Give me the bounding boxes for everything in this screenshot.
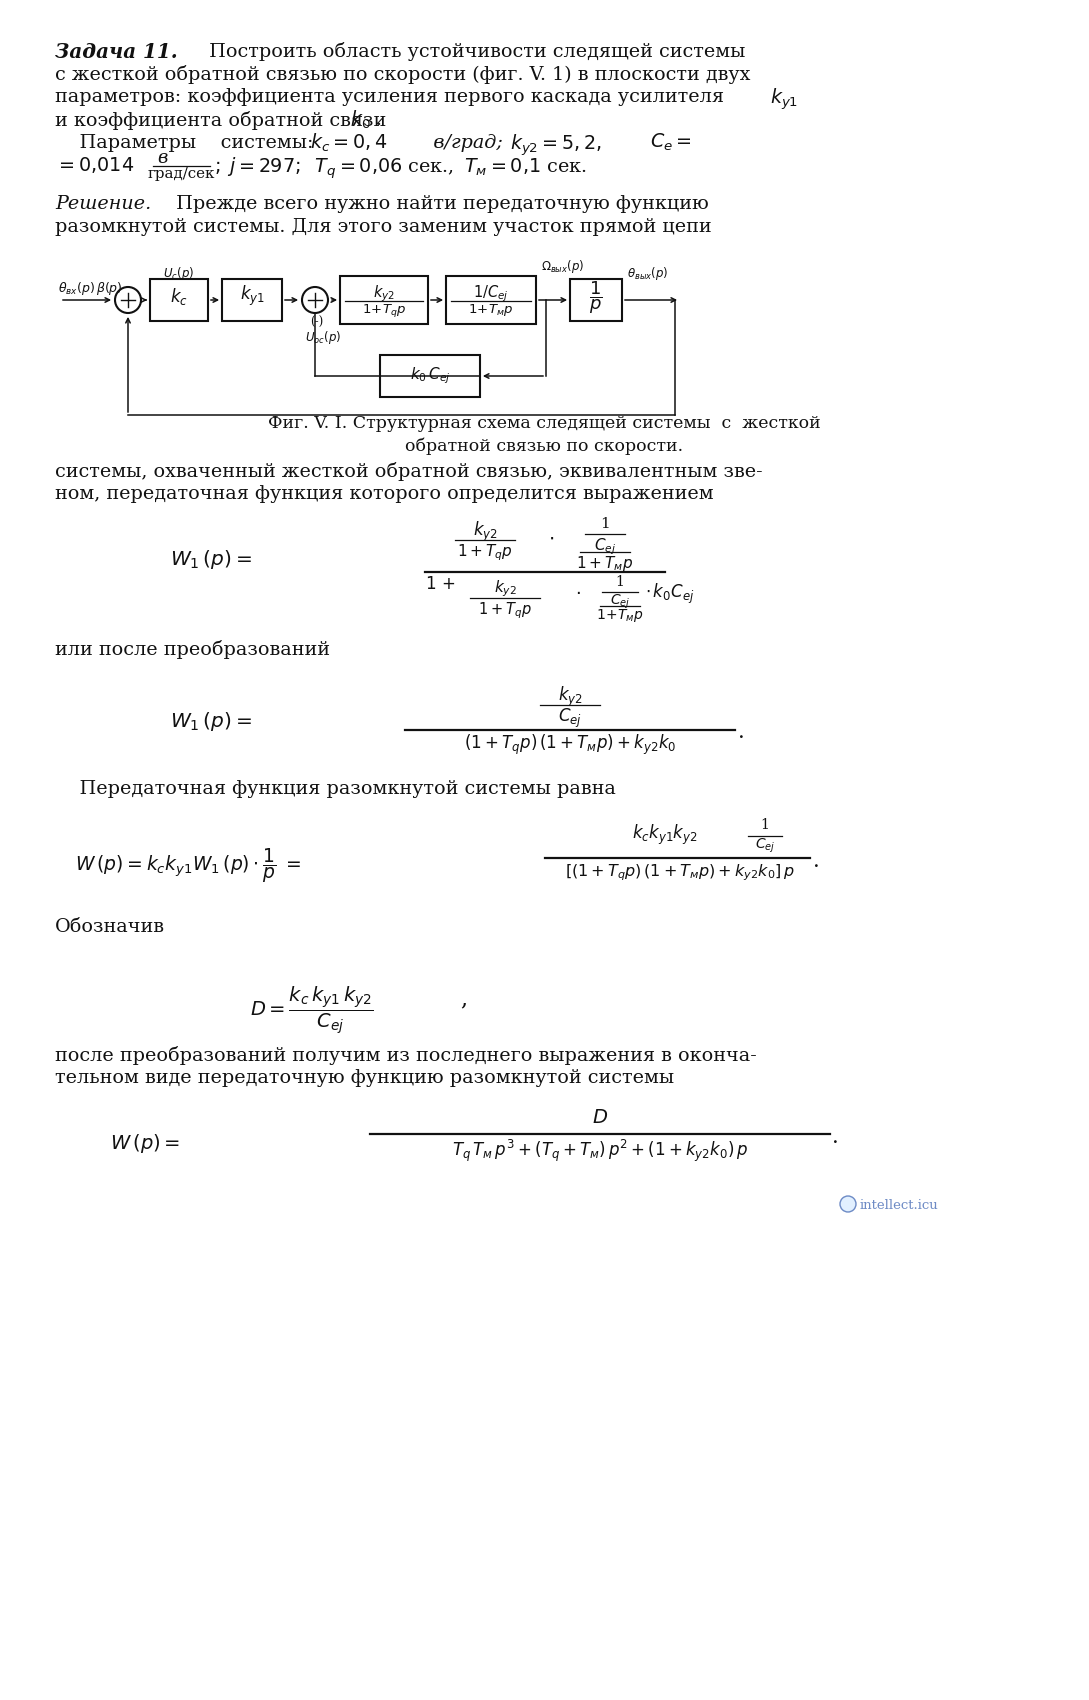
Text: Параметры    системы:: Параметры системы: (56, 134, 314, 151)
Text: $1 + T_q p$: $1 + T_q p$ (457, 542, 513, 563)
Text: $C_{ej}$: $C_{ej}$ (558, 707, 582, 731)
Text: $\theta_{вх}(p)\,\beta(p)$: $\theta_{вх}(p)\,\beta(p)$ (58, 280, 123, 297)
Bar (150, 279, 208, 321)
Text: $k_{y1}$: $k_{y1}$ (240, 284, 265, 308)
Text: $C_e =$: $C_e =$ (650, 133, 692, 153)
Text: $k_c = 0,4$: $k_c = 0,4$ (310, 133, 388, 155)
Text: град/сек: град/сек (148, 167, 216, 180)
Text: тельном виде передаточную функцию разомкнутой системы: тельном виде передаточную функцию разомк… (56, 1069, 674, 1086)
Text: $1 + T_м p$: $1 + T_м p$ (576, 554, 634, 573)
Text: $1\!+\!T_q p$: $1\!+\!T_q p$ (362, 303, 406, 320)
Text: $\Omega_{вых}(p)$: $\Omega_{вых}(p)$ (541, 258, 585, 275)
Text: $k_{y2}$: $k_{y2}$ (493, 578, 516, 598)
Text: $[(1 + T_q p)\,(1 + T_м p) + k_{y2} k_0]\,p$: $[(1 + T_q p)\,(1 + T_м p) + k_{y2} k_0]… (565, 862, 795, 882)
Text: $D = \dfrac{k_c\, k_{y1}\, k_{y2}}{C_{ej}}$: $D = \dfrac{k_c\, k_{y1}\, k_{y2}}{C_{ej… (250, 984, 374, 1035)
Text: в/град;: в/град; (415, 134, 503, 151)
Text: параметров: коэффициента усиления первого каскада усилителя: параметров: коэффициента усиления первог… (56, 88, 724, 105)
Text: $k_{y2}$: $k_{y2}$ (473, 520, 498, 544)
Text: 1: 1 (615, 575, 624, 588)
Text: $W_1\,(p) =$: $W_1\,(p) =$ (170, 711, 252, 733)
Text: .: . (813, 852, 820, 870)
Text: Задача 11.: Задача 11. (56, 42, 178, 61)
Text: $\cdot\, k_0 C_{ej}$: $\cdot\, k_0 C_{ej}$ (645, 581, 695, 607)
Text: $C_{ej}$: $C_{ej}$ (594, 536, 616, 556)
Text: intellect.icu: intellect.icu (860, 1198, 939, 1212)
Text: $1/C_{ej}$: $1/C_{ej}$ (474, 284, 509, 304)
Text: $1\!+\!T_м p$: $1\!+\!T_м p$ (468, 303, 514, 318)
Text: системы, охваченный жесткой обратной связью, эквивалентным зве-: системы, охваченный жесткой обратной свя… (56, 462, 762, 481)
Text: $k_0\,C_{ej}$: $k_0\,C_{ej}$ (409, 366, 451, 386)
Text: и коэффициента обратной связи: и коэффициента обратной связи (56, 110, 387, 129)
Text: $T_q\,T_м\,p^3 + (T_q + T_м)\,p^2 + (1 + k_{y2} k_0)\,p$: $T_q\,T_м\,p^3 + (T_q + T_м)\,p^2 + (1 +… (452, 1137, 748, 1164)
Text: $k_{y1}$: $k_{y1}$ (770, 87, 798, 112)
Circle shape (840, 1197, 856, 1212)
Text: с жесткой обратной связью по скорости (фиг. V. 1) в плоскости двух: с жесткой обратной связью по скорости (ф… (56, 65, 750, 83)
Text: 1: 1 (600, 517, 610, 530)
Text: в: в (157, 150, 168, 167)
Text: $= 0{,}014$: $= 0{,}014$ (56, 155, 134, 175)
Text: $\dfrac{1}{p}$: $\dfrac{1}{p}$ (589, 280, 602, 316)
Text: Фиг. V. I. Структурная схема следящей системы  с  жесткой: Фиг. V. I. Структурная схема следящей си… (268, 415, 820, 432)
Text: $1 + T_q p$: $1 + T_q p$ (478, 600, 531, 620)
Text: $C_{ej}$: $C_{ej}$ (755, 836, 775, 855)
Text: $k_{y2}$: $k_{y2}$ (374, 284, 395, 304)
Text: $k_{y2} = 5,2,$: $k_{y2} = 5,2,$ (510, 133, 602, 158)
Text: .: . (738, 722, 745, 741)
Bar (446, 275, 536, 325)
Text: .: . (832, 1129, 839, 1148)
Text: .: . (375, 110, 381, 129)
Text: $U_c(p)$: $U_c(p)$ (163, 265, 195, 282)
Text: $W\,(p) =$: $W\,(p) =$ (110, 1132, 180, 1154)
Text: $W_1\,(p) =$: $W_1\,(p) =$ (170, 547, 252, 571)
Text: $1\,+$: $1\,+$ (425, 576, 455, 593)
Circle shape (115, 287, 140, 313)
Text: $k_0$: $k_0$ (350, 109, 370, 131)
Text: обратной связью по скорости.: обратной связью по скорости. (405, 437, 683, 454)
Text: Обозначив: Обозначив (56, 918, 166, 937)
Bar (380, 355, 480, 398)
Text: $U_{oc}(p)$: $U_{oc}(p)$ (305, 330, 341, 347)
Text: или после преобразований: или после преобразований (56, 639, 330, 660)
Text: $\cdot$: $\cdot$ (575, 583, 580, 602)
Text: Прежде всего нужно найти передаточную функцию: Прежде всего нужно найти передаточную фу… (170, 196, 709, 212)
Text: $\theta_{вых}(p)$: $\theta_{вых}(p)$ (627, 265, 669, 282)
Text: $k_c k_{y1} k_{y2}$: $k_c k_{y1} k_{y2}$ (632, 823, 698, 847)
Text: Передаточная функция разомкнутой системы равна: Передаточная функция разомкнутой системы… (56, 780, 616, 797)
Text: (-): (-) (310, 316, 323, 330)
Text: ,: , (460, 988, 467, 1010)
Text: после преобразований получим из последнего выражения в оконча-: после преобразований получим из последне… (56, 1046, 757, 1064)
Text: $W\,(p) = k_c k_{y1} W_1\,(p)\cdot\dfrac{1}{p}\;=$: $W\,(p) = k_c k_{y1} W_1\,(p)\cdot\dfrac… (75, 847, 302, 886)
Text: $k_c$: $k_c$ (170, 286, 188, 306)
Bar (222, 279, 282, 321)
Text: разомкнутой системы. Для этого заменим участок прямой цепи: разомкнутой системы. Для этого заменим у… (56, 218, 711, 236)
Bar (340, 275, 428, 325)
Text: $;\; j = 297;\;\; T_q = 0{,}06$ сек.,$\;\; T_м = 0{,}1$ сек.: $;\; j = 297;\;\; T_q = 0{,}06$ сек.,$\;… (215, 155, 587, 180)
Bar (570, 279, 622, 321)
Text: $1\!+\!T_мp$: $1\!+\!T_мp$ (596, 607, 644, 624)
Text: $D$: $D$ (592, 1108, 608, 1127)
Text: Построить область устойчивости следящей системы: Построить область устойчивости следящей … (203, 42, 745, 61)
Text: $(1 + T_q p)\,(1 + T_м p) + k_{y2} k_0$: $(1 + T_q p)\,(1 + T_м p) + k_{y2} k_0$ (464, 733, 676, 757)
Text: ном, передаточная функция которого определится выражением: ном, передаточная функция которого опред… (56, 484, 713, 503)
Text: Решение.: Решение. (56, 196, 151, 212)
Text: $C_{ej}$: $C_{ej}$ (610, 593, 631, 612)
Circle shape (302, 287, 328, 313)
Text: $\cdot$: $\cdot$ (548, 530, 554, 547)
Text: $k_{y2}$: $k_{y2}$ (558, 685, 583, 709)
Text: 1: 1 (760, 818, 770, 831)
